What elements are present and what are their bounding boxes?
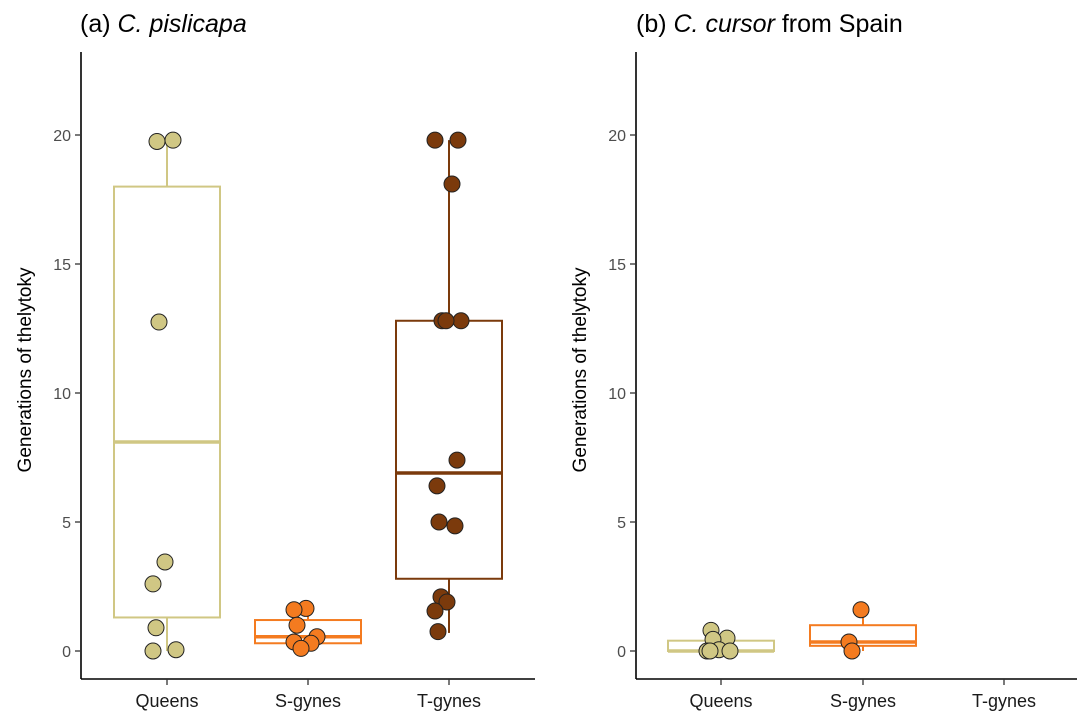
panel-b-title-species: C. cursor (674, 10, 777, 38)
panel-a-point-queens (156, 553, 174, 571)
panel-a-point-t-gynes (426, 602, 444, 620)
panel-b-point-s-gynes (843, 642, 861, 660)
panel-a-y-tick-label: 10 (53, 386, 71, 403)
panel-a-point-s-gynes (288, 616, 306, 634)
panel-a-box-t-gynes (395, 140, 503, 633)
panel-a-point-s-gynes (292, 639, 310, 657)
panel-a-point-queens (147, 619, 165, 637)
panel-a-point-s-gynes (285, 601, 303, 619)
panel-b: (b) C. cursor from Spain Generations of … (570, 10, 1077, 711)
panel-a-x-tick-label: S-gynes (275, 691, 341, 711)
panel-b-point-queens (701, 642, 719, 660)
panel-a: (a) C. pislicapa Generations of thelytok… (15, 10, 535, 711)
panel-b-y-tick-label: 20 (608, 128, 626, 145)
panel-a-y-tick-label: 20 (53, 128, 71, 145)
panel-a-point-queens (144, 575, 162, 593)
panel-a-y-tick-label: 0 (62, 644, 71, 661)
panel-a-point-queens (164, 131, 182, 149)
panel-b-y-tick-label: 10 (608, 386, 626, 403)
panel-a-point-t-gynes (443, 175, 461, 193)
panel-a-point-t-gynes (428, 477, 446, 495)
panel-a-point-t-gynes (449, 131, 467, 149)
panel-b-y-tick-label: 15 (608, 257, 626, 274)
panel-a-point-t-gynes (429, 623, 447, 641)
panel-a-box-t-gynes-iqr (395, 319, 503, 580)
panel-a-x-tick-label: Queens (135, 691, 198, 711)
panel-a-point-t-gynes (452, 312, 470, 330)
panel-a-y-tick-label: 15 (53, 257, 71, 274)
panel-a-point-t-gynes (448, 451, 466, 469)
panel-a-box-queens (113, 140, 221, 651)
panel-a-title-prefix: (a) (80, 10, 118, 38)
panel-a-point-t-gynes (426, 131, 444, 149)
panel-a-point-t-gynes (438, 593, 456, 611)
panel-b-point-s-gynes (852, 601, 870, 619)
panel-a-title-species: C. pislicapa (118, 10, 247, 38)
panel-b-x-tick-label: T-gynes (972, 691, 1036, 711)
panel-a-y-axis-label: Generations of thelytoky (15, 267, 36, 472)
panel-a-point-queens (144, 642, 162, 660)
panel-b-x-tick-label: S-gynes (830, 691, 896, 711)
panel-a-x-tick-label: T-gynes (417, 691, 481, 711)
panel-a-title: (a) C. pislicapa (80, 10, 247, 38)
panel-a-y-tick-label: 5 (62, 515, 71, 532)
panel-a-box-queens-iqr (113, 185, 221, 619)
panel-b-x-tick-label: Queens (689, 691, 752, 711)
panel-a-point-t-gynes (437, 312, 455, 330)
panel-b-title-suffix: from Spain (775, 10, 903, 38)
panel-a-point-t-gynes (430, 513, 448, 531)
panel-b-y-axis-label: Generations of thelytoky (570, 267, 591, 472)
panel-a-point-queens (148, 132, 166, 150)
panel-b-title: (b) C. cursor from Spain (636, 10, 903, 38)
panel-b-y-tick-label: 0 (617, 644, 626, 661)
panel-a-point-t-gynes (446, 517, 464, 535)
panel-a-point-queens (150, 313, 168, 331)
panel-b-y-tick-label: 5 (617, 515, 626, 532)
panel-b-box-s-gynes-iqr (809, 624, 917, 647)
panel-b-title-prefix: (b) (636, 10, 674, 38)
panel-b-point-queens (721, 642, 739, 660)
panel-a-point-queens (167, 641, 185, 659)
